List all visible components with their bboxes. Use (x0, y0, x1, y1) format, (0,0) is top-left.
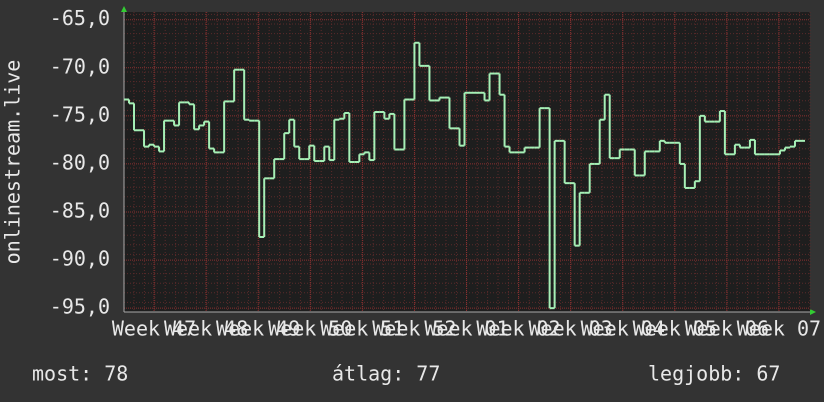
y-arrow (121, 6, 127, 12)
y-tick-label: -85,0 (50, 199, 110, 223)
x-tick-label: Week 06 (685, 317, 769, 341)
x-tick-label: Week 01 (424, 317, 508, 341)
x-tick-label: Week 05 (633, 317, 717, 341)
x-tick-label: Week 02 (476, 317, 560, 341)
footer-average: átlag: 77 (332, 362, 440, 386)
y-tick-label: -70,0 (50, 54, 110, 78)
y-tick-label: -75,0 (50, 102, 110, 126)
x-tick-label: Week 51 (320, 317, 404, 341)
y-tick-label: -80,0 (50, 150, 110, 174)
y-tick-label: -95,0 (50, 295, 110, 319)
x-tick-label: Week 03 (529, 317, 613, 341)
x-tick-label: Week 47 (112, 317, 196, 341)
x-tick-label: Week 48 (164, 317, 248, 341)
x-tick-label: Week 50 (268, 317, 352, 341)
footer-best: legjobb: 67 (648, 362, 780, 386)
y-tick-label: -65,0 (50, 6, 110, 30)
x-tick-label: Week 49 (216, 317, 300, 341)
x-tick-label: Week 52 (372, 317, 456, 341)
footer-current: most: 78 (32, 362, 128, 386)
x-arrow (810, 309, 816, 315)
x-tick-label: Week 07 (737, 317, 821, 341)
x-tick-label: Week 04 (581, 317, 665, 341)
y-tick-label: -90,0 (50, 247, 110, 271)
y-axis-label: onlinestream.live (1, 60, 25, 265)
